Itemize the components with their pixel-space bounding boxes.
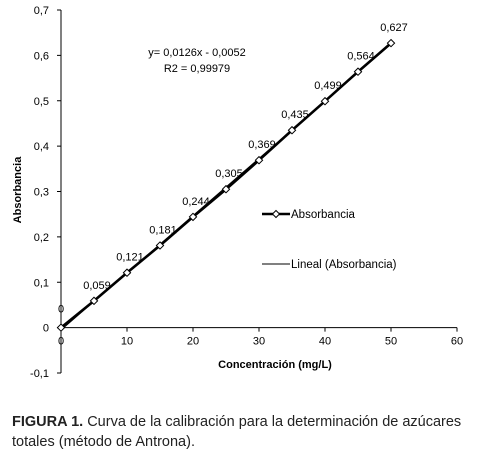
legend-absorbancia-marker [271,209,281,219]
chart-axes: -0,1 0 0,1 0,2 0,3 0,4 0,5 0,6 0,7 0 10 20 30 40 50 60 [30,5,463,380]
legend-absorbancia-label: Absorbancia [291,209,356,221]
figure-caption: FIGURA 1. Curva de la calibración para l… [12,412,474,452]
y-tick-label: 0,1 [34,277,49,289]
y-tick-label: 0,5 [34,96,49,108]
y-axis-title: Absorbancia [12,156,24,224]
r2-annotation: R2 = 0,99979 [164,63,230,75]
data-label: 0,627 [380,22,408,34]
equation-annotation: y= 0,0126x - 0,0052 [148,47,246,59]
figure-caption-label: FIGURA 1. [12,414,84,430]
data-point [254,155,264,165]
data-label: 0,305 [215,168,243,180]
data-label: 0,499 [314,80,342,92]
y-tick-label: -0,1 [30,368,49,380]
legend-lineal-label: Lineal (Absorbancia) [291,259,397,271]
x-tick-label: 10 [121,336,133,348]
data-label: 0,564 [347,51,375,63]
x-tick-label: 20 [187,336,199,348]
y-tick-label: 0,2 [34,232,49,244]
legend: Absorbancia Lineal (Absorbancia) [262,209,397,271]
data-point [122,268,132,278]
data-point [320,96,330,106]
x-tick-label: 40 [319,336,331,348]
figure-caption-text: Curva de la calibración para la determin… [12,414,462,450]
y-tick-label: 0,3 [34,187,49,199]
data-point [56,323,66,332]
x-axis-title: Concentración (mg/L) [218,359,332,371]
y-tick-label: 0,6 [34,50,49,62]
data-point [386,38,396,48]
y-tick-label: 0,4 [34,141,49,153]
data-point [89,296,99,306]
data-label: 0 [58,304,64,316]
data-point [221,184,231,194]
data-label: 0,369 [248,139,276,151]
y-tick-label: 0 [43,323,49,335]
data-point [155,241,165,250]
data-label: 0,244 [182,196,210,208]
data-label: 0,121 [116,252,144,264]
x-tick-label: 60 [451,336,463,348]
data-labels-group: 0 0,059 0,121 0,181 0,244 0,305 0,369 0,435 0,49… [58,22,408,316]
x-tick-label: 30 [253,336,265,348]
y-tick-label: 0,7 [34,5,49,17]
data-point [188,212,198,222]
data-label: 0,181 [149,224,177,236]
x-tick-label: 0 [58,336,64,348]
data-label: 0,059 [83,280,111,292]
calibration-chart: -0,100,10,20,30,40,50,60,70 10 20 30 40 50 60 … [12,5,463,380]
data-points-group [56,38,396,332]
data-point [353,67,363,77]
data-label: 0,435 [281,109,309,121]
data-point [287,125,297,135]
x-tick-label: 50 [385,336,397,348]
